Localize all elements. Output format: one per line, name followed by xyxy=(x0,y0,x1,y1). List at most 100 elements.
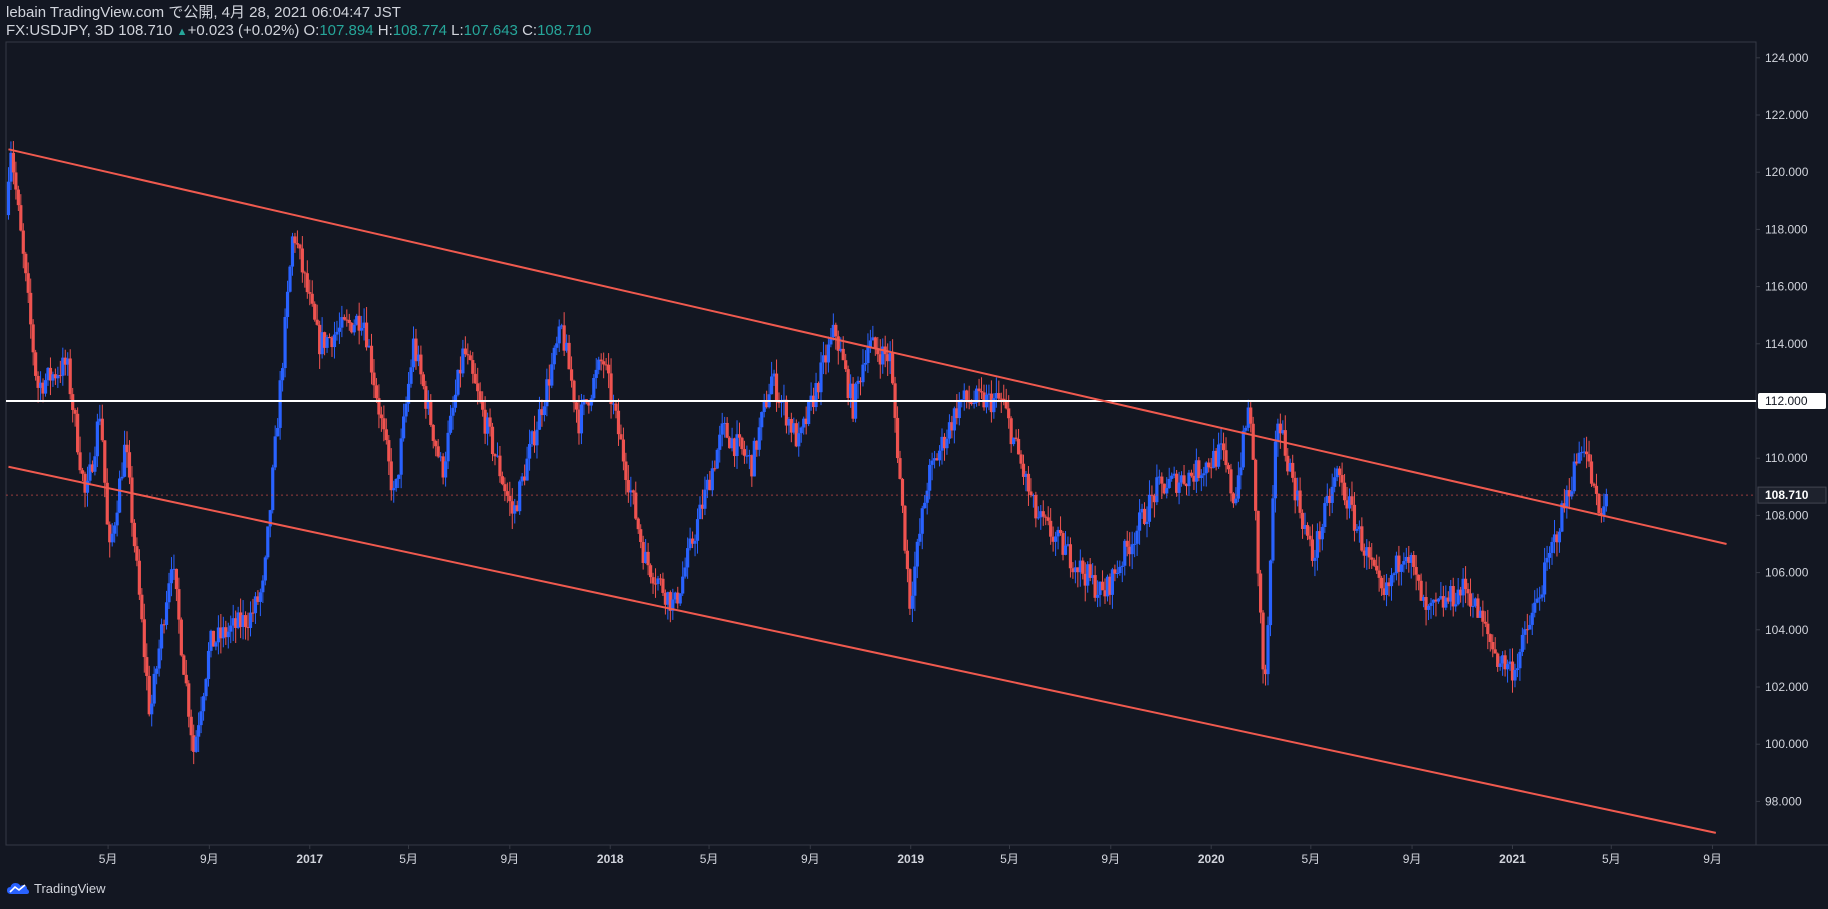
candle-body xyxy=(537,409,542,430)
candle-body xyxy=(1049,520,1053,537)
candle-body xyxy=(476,383,480,392)
candle-body xyxy=(251,612,255,614)
candle-body xyxy=(1034,495,1038,519)
candle-body xyxy=(626,480,630,493)
candle-body xyxy=(769,376,774,395)
candle-body xyxy=(1130,544,1134,555)
candle-body xyxy=(1175,473,1179,493)
close-label: C: xyxy=(522,22,538,39)
candle-body xyxy=(1313,557,1317,561)
candle-body xyxy=(167,583,171,603)
candle-body xyxy=(923,502,927,509)
candle-body xyxy=(1197,460,1201,479)
candle-body xyxy=(493,454,497,457)
candle-body xyxy=(873,337,877,349)
candle-body xyxy=(310,293,314,304)
candle-body xyxy=(777,402,781,404)
candle-body xyxy=(1508,661,1512,665)
candle-body xyxy=(718,434,722,450)
candle-body xyxy=(1039,511,1043,518)
candle-body xyxy=(1538,597,1542,599)
candle-body xyxy=(661,578,665,593)
candle-body xyxy=(1426,605,1431,610)
candle-body xyxy=(347,319,351,324)
candle-body xyxy=(720,423,724,435)
candle-body xyxy=(226,631,230,638)
candle-body xyxy=(695,519,700,541)
candle-body xyxy=(715,449,719,469)
candle-body xyxy=(611,403,616,405)
chart-header: lebain TradingView.com で公開, 4月 28, 2021 … xyxy=(0,0,1828,42)
candle-body xyxy=(485,417,490,434)
candle-body xyxy=(256,596,260,602)
candle-body xyxy=(809,395,813,402)
x-tick-label: 9月 xyxy=(200,852,219,866)
candle-body xyxy=(560,325,564,327)
candle-body xyxy=(68,358,72,395)
candle-body xyxy=(478,391,482,401)
candle-body xyxy=(1572,461,1576,492)
tradingview-brand[interactable]: TradingView xyxy=(6,880,106,896)
candle-body xyxy=(829,337,833,345)
x-tick-label: 9月 xyxy=(1703,852,1722,866)
candle-body xyxy=(1557,531,1562,543)
y-tick-label: 110.000 xyxy=(1765,451,1808,465)
candle-body xyxy=(1115,573,1119,575)
candle-body xyxy=(414,338,418,362)
candle-body xyxy=(216,627,220,643)
candle-body xyxy=(1530,612,1534,625)
candle-body xyxy=(1476,598,1480,618)
candle-body xyxy=(145,657,149,676)
candle-body xyxy=(495,455,500,457)
candle-body xyxy=(1221,443,1226,451)
candle-body xyxy=(932,458,937,461)
candle-body xyxy=(357,315,361,331)
candle-body xyxy=(634,492,638,519)
candle-body xyxy=(63,357,67,365)
last-price-label-bg xyxy=(1757,486,1827,504)
candle-body xyxy=(1594,485,1599,494)
candle-body xyxy=(1589,461,1594,484)
candle-body xyxy=(439,456,443,458)
candle-body xyxy=(992,398,996,413)
candle-body xyxy=(490,426,495,455)
candle-body xyxy=(710,468,714,491)
candle-body xyxy=(602,361,606,365)
candle-body xyxy=(1058,529,1063,534)
candle-body xyxy=(987,393,991,395)
candle-body xyxy=(708,479,712,491)
candle-body xyxy=(513,505,517,514)
candle-body xyxy=(1597,493,1601,513)
candle-body xyxy=(1352,504,1357,531)
candle-body xyxy=(1004,401,1008,409)
candle-body xyxy=(1192,475,1196,482)
candle-body xyxy=(1604,494,1608,507)
x-tick-label: 2017 xyxy=(296,852,323,866)
candle-body xyxy=(648,565,653,578)
candle-body xyxy=(1424,596,1428,610)
candle-body xyxy=(792,423,796,433)
candle-body xyxy=(1202,473,1206,476)
candle-body xyxy=(525,458,529,481)
candle-body xyxy=(295,243,300,245)
candle-body xyxy=(350,323,354,333)
candle-body xyxy=(523,476,527,481)
candle-body xyxy=(530,431,534,445)
candle-body xyxy=(698,504,702,520)
candle-body xyxy=(19,205,23,231)
candle-body xyxy=(150,703,154,715)
candle-body xyxy=(732,438,737,457)
candle-body xyxy=(839,348,843,351)
candle-body xyxy=(330,337,334,348)
candle-body xyxy=(1486,623,1490,635)
x-tick-label: 5月 xyxy=(700,852,719,866)
candle-body xyxy=(231,618,235,626)
candle-body xyxy=(930,460,934,465)
x-tick-label: 2019 xyxy=(897,852,924,866)
x-tick-label: 2021 xyxy=(1499,852,1526,866)
change-value: +0.023 (+0.02%) xyxy=(187,22,300,39)
candle-body xyxy=(616,410,621,435)
candle-body xyxy=(1325,495,1329,504)
candle-body xyxy=(619,434,623,440)
